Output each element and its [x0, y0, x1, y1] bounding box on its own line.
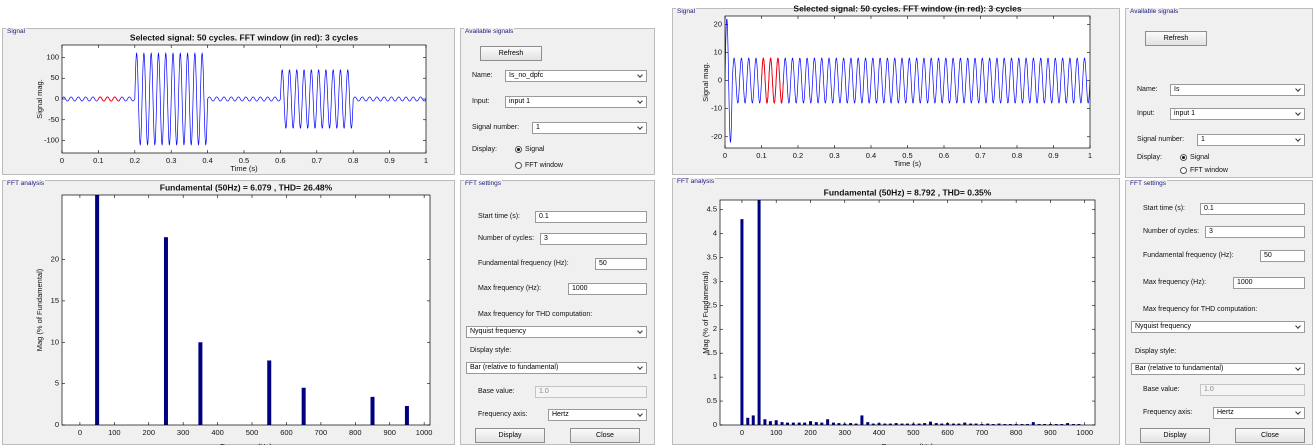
- dropdown[interactable]: input 1: [1170, 108, 1305, 120]
- fft-settings-panel-title: FFT settings: [464, 180, 503, 187]
- radio-button[interactable]: [515, 162, 522, 169]
- dropdown-arrow: [637, 328, 643, 334]
- label: Signal: [525, 146, 545, 153]
- label: FFT window: [525, 162, 563, 169]
- text-input[interactable]: 1000: [568, 283, 647, 295]
- dropdown[interactable]: Is_no_dpfc: [505, 70, 647, 82]
- label: Start time (s):: [1143, 205, 1186, 212]
- label: Input:: [1137, 110, 1155, 117]
- fft-panel: FFT analysis: [672, 178, 1120, 445]
- radio-button[interactable]: [1180, 154, 1187, 161]
- label: Fundamental frequency (Hz):: [478, 260, 569, 267]
- text-input[interactable]: 1000: [1233, 277, 1305, 289]
- label: Base value:: [478, 388, 515, 395]
- refresh-button[interactable]: Refresh: [480, 46, 542, 61]
- label: Max frequency (Hz):: [1143, 279, 1207, 286]
- fft-settings-panel: FFT settings: [460, 180, 655, 445]
- display-button[interactable]: Display: [1140, 428, 1210, 443]
- signal-panel: Signal: [2, 28, 455, 175]
- text-input[interactable]: 0.1: [1200, 203, 1305, 215]
- label: Name:: [472, 72, 493, 79]
- label: Signal number:: [472, 124, 520, 131]
- dropdown-arrow: [637, 364, 643, 370]
- close-button[interactable]: Close: [1235, 428, 1305, 443]
- text-input[interactable]: 3: [1205, 226, 1305, 238]
- dropdown[interactable]: Bar (relative to fundamental): [466, 362, 647, 374]
- label: Fundamental frequency (Hz):: [1143, 252, 1234, 259]
- dropdown[interactable]: 1: [532, 122, 647, 134]
- label: Name:: [1137, 86, 1158, 93]
- refresh-button[interactable]: Refresh: [1145, 31, 1207, 46]
- label: Display:: [1137, 154, 1162, 161]
- fft-panel: FFT analysis: [2, 180, 455, 445]
- dropdown-arrow: [1295, 365, 1301, 371]
- signal-panel: Signal: [672, 8, 1120, 175]
- label: FFT window: [1190, 167, 1228, 174]
- available-signals-panel-title: Available signals: [1129, 8, 1180, 15]
- close-button[interactable]: Close: [570, 428, 640, 443]
- label: Display style:: [470, 347, 512, 354]
- dropdown[interactable]: 1: [1197, 134, 1305, 146]
- dropdown[interactable]: Nyquist frequency: [466, 326, 647, 338]
- display-button[interactable]: Display: [475, 428, 545, 443]
- dropdown-arrow: [1295, 323, 1301, 329]
- dropdown[interactable]: Hertz: [548, 409, 647, 421]
- radio-button[interactable]: [515, 146, 522, 153]
- fft-settings-panel: FFT settings: [1125, 180, 1313, 445]
- radio-button[interactable]: [1180, 167, 1187, 174]
- dropdown-arrow: [637, 72, 643, 78]
- label: Signal number:: [1137, 136, 1185, 143]
- label: Max frequency (Hz):: [478, 285, 542, 292]
- text-input[interactable]: 0.1: [535, 211, 647, 223]
- signal-panel-title: Signal: [676, 8, 697, 15]
- dropdown-arrow: [1295, 409, 1301, 415]
- dropdown[interactable]: Hertz: [1213, 407, 1305, 419]
- label: Signal: [1190, 154, 1210, 161]
- dropdown-arrow: [1295, 110, 1301, 116]
- label: Input:: [472, 98, 490, 105]
- fft-settings-panel-title: FFT settings: [1129, 180, 1168, 187]
- available-signals-panel-title: Available signals: [464, 28, 515, 35]
- fft-panel-title: FFT analysis: [6, 180, 46, 187]
- label: Frequency axis:: [478, 411, 528, 418]
- label: Base value:: [1143, 386, 1180, 393]
- text-input[interactable]: 3: [540, 233, 647, 245]
- dropdown-arrow: [637, 124, 643, 130]
- label: Number of cycles:: [1143, 228, 1200, 235]
- text-input[interactable]: 50: [1260, 250, 1305, 262]
- label: Start time (s):: [478, 213, 521, 220]
- label: Number of cycles:: [478, 235, 535, 242]
- dropdown[interactable]: Bar (relative to fundamental): [1131, 363, 1305, 375]
- label: Display:: [472, 146, 497, 153]
- label: Display style:: [1135, 348, 1177, 355]
- fft-panel-title: FFT analysis: [676, 178, 716, 185]
- disabled-input: 1.0: [535, 386, 647, 398]
- dropdown-arrow: [1295, 136, 1301, 142]
- dropdown-arrow: [1295, 86, 1301, 92]
- dropdown-arrow: [637, 411, 643, 417]
- disabled-input: 1.0: [1200, 384, 1305, 396]
- text-input[interactable]: 50: [595, 258, 647, 270]
- dropdown[interactable]: Is: [1170, 84, 1305, 96]
- dropdown[interactable]: input 1: [505, 96, 647, 108]
- label: Frequency axis:: [1143, 409, 1193, 416]
- label: Max frequency for THD computation:: [1143, 306, 1258, 313]
- dropdown-arrow: [637, 98, 643, 104]
- dropdown[interactable]: Nyquist frequency: [1131, 321, 1305, 333]
- label: Max frequency for THD computation:: [478, 311, 593, 318]
- signal-panel-title: Signal: [6, 28, 27, 35]
